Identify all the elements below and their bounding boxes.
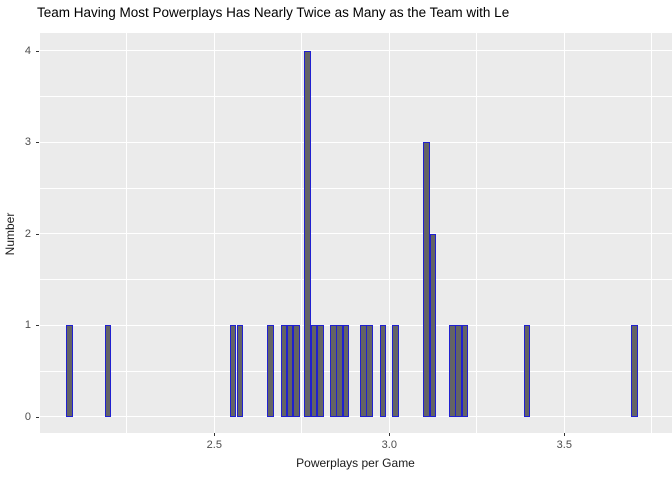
- histogram-bar: [267, 325, 274, 417]
- histogram-bar: [342, 325, 350, 417]
- histogram-bar: [66, 325, 73, 417]
- x-minor-gridline: [301, 33, 303, 433]
- y-tick-mark: [36, 50, 39, 52]
- chart-title: Team Having Most Powerplays Has Nearly T…: [37, 5, 510, 20]
- histogram-bar: [455, 325, 462, 417]
- y-tick-label: 4: [24, 44, 31, 57]
- y-major-gridline: [39, 233, 672, 235]
- y-tick-mark: [36, 233, 39, 235]
- x-minor-gridline: [651, 33, 653, 433]
- histogram-bar: [423, 142, 430, 417]
- histogram-bar: [366, 325, 373, 417]
- y-minor-gridline: [39, 279, 672, 280]
- x-tick-mark: [389, 433, 391, 436]
- histogram-bar: [280, 325, 288, 417]
- histogram-bar: [104, 325, 112, 417]
- y-major-gridline: [39, 324, 672, 326]
- x-minor-gridline: [476, 33, 478, 433]
- histogram-bar: [523, 325, 531, 417]
- histogram-bar: [449, 325, 456, 417]
- y-minor-gridline: [39, 187, 672, 189]
- histogram-bar: [310, 325, 318, 417]
- y-minor-gridline: [39, 370, 672, 372]
- x-major-gridline: [39, 33, 40, 433]
- x-major-gridline: [563, 33, 565, 433]
- y-tick-label: 1: [24, 319, 31, 332]
- histogram-bar: [293, 325, 300, 417]
- y-major-gridline: [39, 141, 672, 143]
- plot-panel: [39, 33, 672, 433]
- histogram-bar: [236, 325, 244, 417]
- histogram-bar: [317, 325, 324, 417]
- histogram-bar: [330, 325, 337, 417]
- x-major-gridline: [213, 33, 215, 433]
- histogram-bar: [229, 325, 237, 417]
- x-tick-mark: [564, 433, 566, 436]
- x-tick-label: 3.5: [556, 439, 572, 451]
- x-tick-mark: [214, 433, 216, 436]
- x-tick-label: 3.0: [381, 439, 397, 451]
- y-major-gridline: [39, 50, 672, 52]
- histogram-bar: [286, 325, 294, 417]
- y-tick-label: 3: [24, 136, 31, 149]
- y-minor-gridline: [39, 96, 672, 97]
- x-tick-label: 2.5: [206, 439, 222, 451]
- y-major-gridline: [39, 416, 672, 418]
- x-major-gridline: [388, 33, 390, 433]
- y-tick-label: 0: [24, 410, 31, 423]
- y-tick-label: 2: [24, 227, 31, 240]
- y-tick-mark: [36, 142, 39, 144]
- y-tick-mark: [36, 416, 39, 418]
- histogram-bar: [304, 50, 311, 417]
- histogram-bar: [461, 325, 469, 417]
- histogram-bar: [392, 325, 399, 417]
- histogram-bar: [360, 325, 367, 417]
- histogram-bar: [429, 233, 437, 417]
- histogram-bar: [336, 325, 343, 417]
- y-axis-title: Number: [3, 212, 17, 256]
- x-axis-title: Powerplays per Game: [296, 456, 415, 470]
- histogram-bar: [631, 325, 638, 417]
- histogram-bar: [379, 325, 387, 417]
- x-minor-gridline: [126, 33, 128, 433]
- y-tick-mark: [36, 325, 39, 327]
